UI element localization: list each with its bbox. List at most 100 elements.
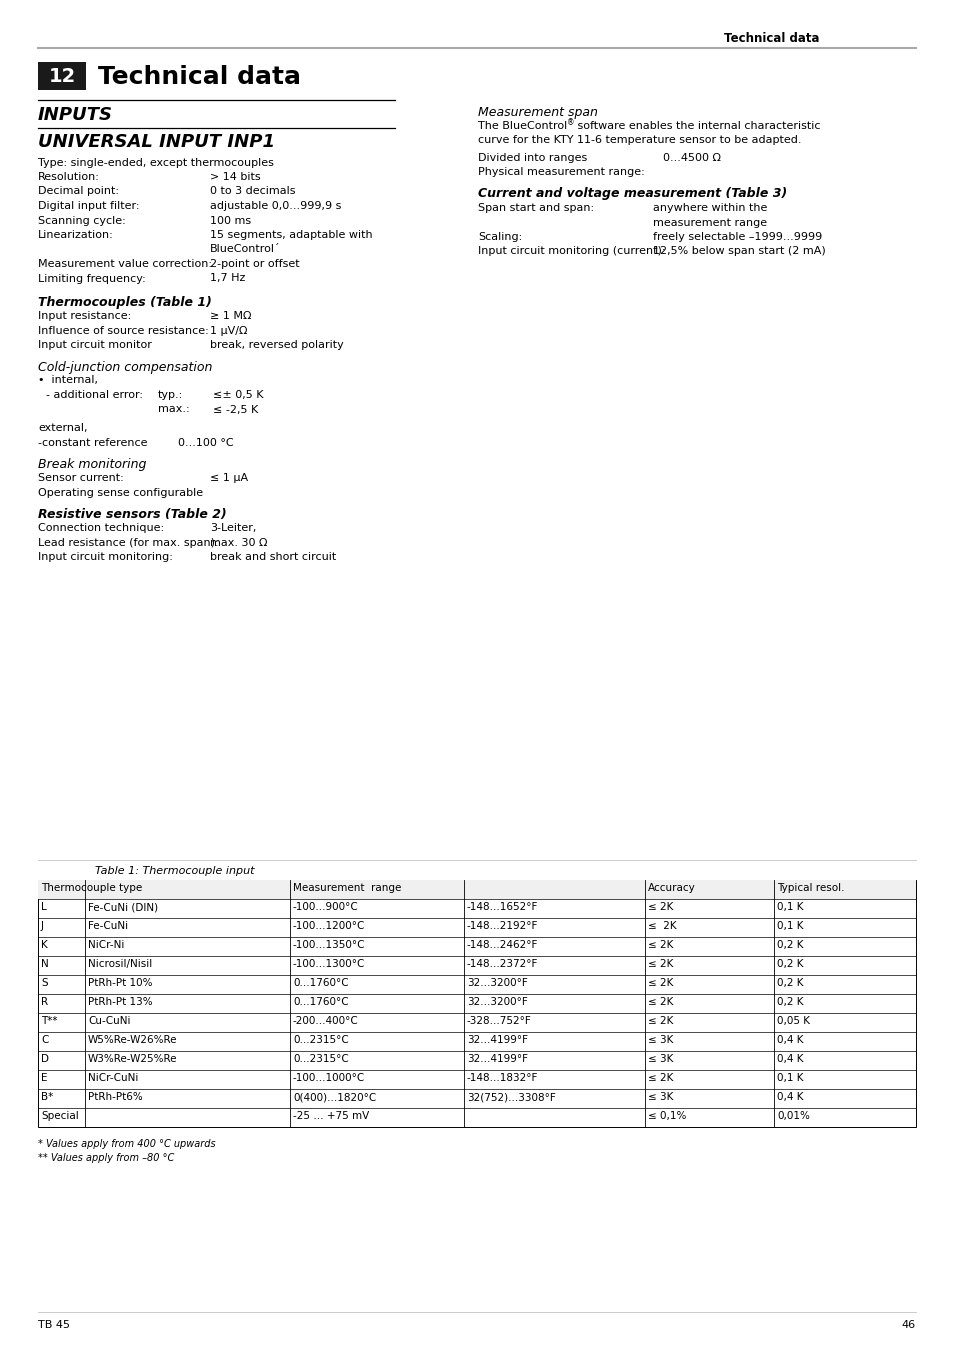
Text: -100...1200°C: -100...1200°C: [293, 921, 365, 931]
Text: ≤ -2,5 K: ≤ -2,5 K: [213, 405, 258, 414]
Text: ≤± 0,5 K: ≤± 0,5 K: [213, 390, 263, 400]
Text: 0(400)...1820°C: 0(400)...1820°C: [293, 1092, 375, 1102]
Text: Decimal point:: Decimal point:: [38, 186, 119, 197]
Text: PtRh-Pt 10%: PtRh-Pt 10%: [88, 977, 152, 988]
Text: Measurement span: Measurement span: [477, 107, 598, 119]
Text: ≤ 2K: ≤ 2K: [647, 1073, 673, 1083]
Text: Fe-CuNi: Fe-CuNi: [88, 921, 128, 931]
Text: T**: T**: [41, 1017, 57, 1026]
Text: break and short circuit: break and short circuit: [210, 552, 335, 563]
Text: ** Values apply from –80 °C: ** Values apply from –80 °C: [38, 1153, 174, 1162]
Text: max.:: max.:: [158, 405, 190, 414]
Text: 2-point or offset: 2-point or offset: [210, 259, 299, 269]
Text: Input circuit monitor: Input circuit monitor: [38, 340, 152, 350]
Text: 12: 12: [49, 68, 75, 86]
Text: 46: 46: [901, 1320, 915, 1330]
Text: Divided into ranges: Divided into ranges: [477, 153, 587, 163]
Text: -100...1350°C: -100...1350°C: [293, 940, 365, 950]
Text: BlueControl´: BlueControl´: [210, 244, 280, 255]
Text: L: L: [41, 902, 47, 913]
Text: Cold-junction compensation: Cold-junction compensation: [38, 360, 213, 374]
Text: INPUTS: INPUTS: [38, 107, 112, 124]
Text: Accuracy: Accuracy: [647, 883, 695, 892]
Text: Input circuit monitoring:: Input circuit monitoring:: [38, 552, 172, 563]
Text: 0...4500 Ω: 0...4500 Ω: [662, 153, 720, 163]
Text: PtRh-Pt6%: PtRh-Pt6%: [88, 1092, 143, 1102]
Text: Digital input filter:: Digital input filter:: [38, 201, 139, 211]
Text: Fe-CuNi (DIN): Fe-CuNi (DIN): [88, 902, 158, 913]
Text: The BlueControl: The BlueControl: [477, 122, 567, 131]
Text: Lead resistance (for max. span):: Lead resistance (for max. span):: [38, 537, 218, 548]
Text: N: N: [41, 958, 49, 969]
Text: Sensor current:: Sensor current:: [38, 474, 124, 483]
Text: K: K: [41, 940, 48, 950]
Text: 0...100 °C: 0...100 °C: [178, 437, 233, 448]
Text: 0,2 K: 0,2 K: [776, 998, 802, 1007]
Text: - additional error:: - additional error:: [46, 390, 143, 400]
Text: Type: single-ended, except thermocouples: Type: single-ended, except thermocouples: [38, 158, 274, 167]
Text: 0,01%: 0,01%: [776, 1111, 809, 1120]
Text: 32...4199°F: 32...4199°F: [467, 1054, 527, 1064]
Text: 15 segments, adaptable with: 15 segments, adaptable with: [210, 230, 373, 240]
Text: adjustable 0,0...999,9 s: adjustable 0,0...999,9 s: [210, 201, 341, 211]
Text: 0,4 K: 0,4 K: [776, 1035, 802, 1045]
Text: S: S: [41, 977, 48, 988]
Text: max. 30 Ω: max. 30 Ω: [210, 537, 267, 548]
Text: anywhere within the: anywhere within the: [652, 202, 766, 213]
Text: ≤ 2K: ≤ 2K: [647, 958, 673, 969]
Text: ≤ 2K: ≤ 2K: [647, 902, 673, 913]
Text: Break monitoring: Break monitoring: [38, 459, 146, 471]
Text: -100...900°C: -100...900°C: [293, 902, 358, 913]
Text: ≤ 2K: ≤ 2K: [647, 977, 673, 988]
Text: -148...2462°F: -148...2462°F: [467, 940, 537, 950]
Text: Connection technique:: Connection technique:: [38, 524, 164, 533]
Bar: [38, 62, 86, 90]
Text: Input circuit monitoring (current):: Input circuit monitoring (current):: [477, 247, 665, 256]
Text: 0,1 K: 0,1 K: [776, 921, 802, 931]
Text: Linearization:: Linearization:: [38, 230, 113, 240]
Text: 0,4 K: 0,4 K: [776, 1054, 802, 1064]
Text: -constant reference: -constant reference: [38, 437, 148, 448]
Text: 0...1760°C: 0...1760°C: [293, 977, 348, 988]
Text: -100...1000°C: -100...1000°C: [293, 1073, 365, 1083]
Text: B*: B*: [41, 1092, 53, 1102]
Text: UNIVERSAL INPUT INP1: UNIVERSAL INPUT INP1: [38, 134, 274, 151]
Text: 100 ms: 100 ms: [210, 216, 251, 225]
Text: Input resistance:: Input resistance:: [38, 310, 132, 321]
Text: 0,2 K: 0,2 K: [776, 977, 802, 988]
Text: -328...752°F: -328...752°F: [467, 1017, 531, 1026]
Text: 32(752)...3308°F: 32(752)...3308°F: [467, 1092, 556, 1102]
Text: •  internal,: • internal,: [38, 375, 98, 386]
Bar: [38, 880, 915, 899]
Text: 0,2 K: 0,2 K: [776, 940, 802, 950]
Text: E: E: [41, 1073, 48, 1083]
Text: 1 μV/Ω: 1 μV/Ω: [210, 325, 247, 336]
Text: typ.:: typ.:: [158, 390, 183, 400]
Text: Thermocouple type: Thermocouple type: [41, 883, 142, 892]
Text: 0,1 K: 0,1 K: [776, 1073, 802, 1083]
Text: 32...3200°F: 32...3200°F: [467, 998, 527, 1007]
Text: ≤ 3K: ≤ 3K: [647, 1054, 673, 1064]
Text: measurement range: measurement range: [652, 217, 766, 228]
Text: Table 1: Thermocouple input: Table 1: Thermocouple input: [95, 865, 254, 876]
Text: Measurement  range: Measurement range: [293, 883, 401, 892]
Text: ≤ 1 μA: ≤ 1 μA: [210, 474, 248, 483]
Text: break, reversed polarity: break, reversed polarity: [210, 340, 343, 350]
Text: ®: ®: [566, 117, 574, 127]
Text: -25 … +75 mV: -25 … +75 mV: [293, 1111, 369, 1120]
Text: NiCr-Ni: NiCr-Ni: [88, 940, 124, 950]
Text: PtRh-Pt 13%: PtRh-Pt 13%: [88, 998, 152, 1007]
Text: Technical data: Technical data: [98, 65, 301, 89]
Text: Thermocouples (Table 1): Thermocouples (Table 1): [38, 296, 212, 309]
Text: R: R: [41, 998, 48, 1007]
Text: -148...1652°F: -148...1652°F: [467, 902, 537, 913]
Text: Influence of source resistance:: Influence of source resistance:: [38, 325, 209, 336]
Text: ≤ 3K: ≤ 3K: [647, 1092, 673, 1102]
Text: 0...2315°C: 0...2315°C: [293, 1054, 349, 1064]
Bar: [38, 880, 915, 1127]
Text: 0,2 K: 0,2 K: [776, 958, 802, 969]
Text: external,: external,: [38, 424, 88, 433]
Text: ≤  2K: ≤ 2K: [647, 921, 676, 931]
Text: freely selectable –1999...9999: freely selectable –1999...9999: [652, 232, 821, 242]
Text: ≤ 2K: ≤ 2K: [647, 998, 673, 1007]
